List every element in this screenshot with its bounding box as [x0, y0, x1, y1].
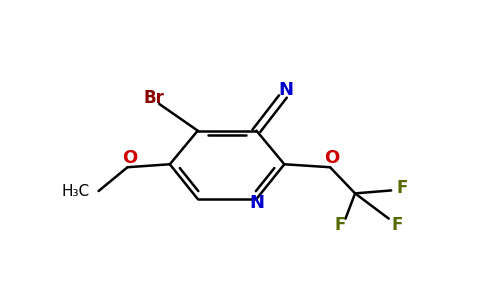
Text: O: O [324, 149, 340, 167]
Text: N: N [249, 194, 264, 212]
Text: F: F [334, 216, 346, 234]
Text: H₃C: H₃C [62, 184, 90, 199]
Text: O: O [122, 149, 137, 167]
Text: F: F [396, 179, 408, 197]
Text: F: F [392, 216, 403, 234]
Text: Br: Br [144, 89, 165, 107]
Text: N: N [278, 81, 293, 99]
